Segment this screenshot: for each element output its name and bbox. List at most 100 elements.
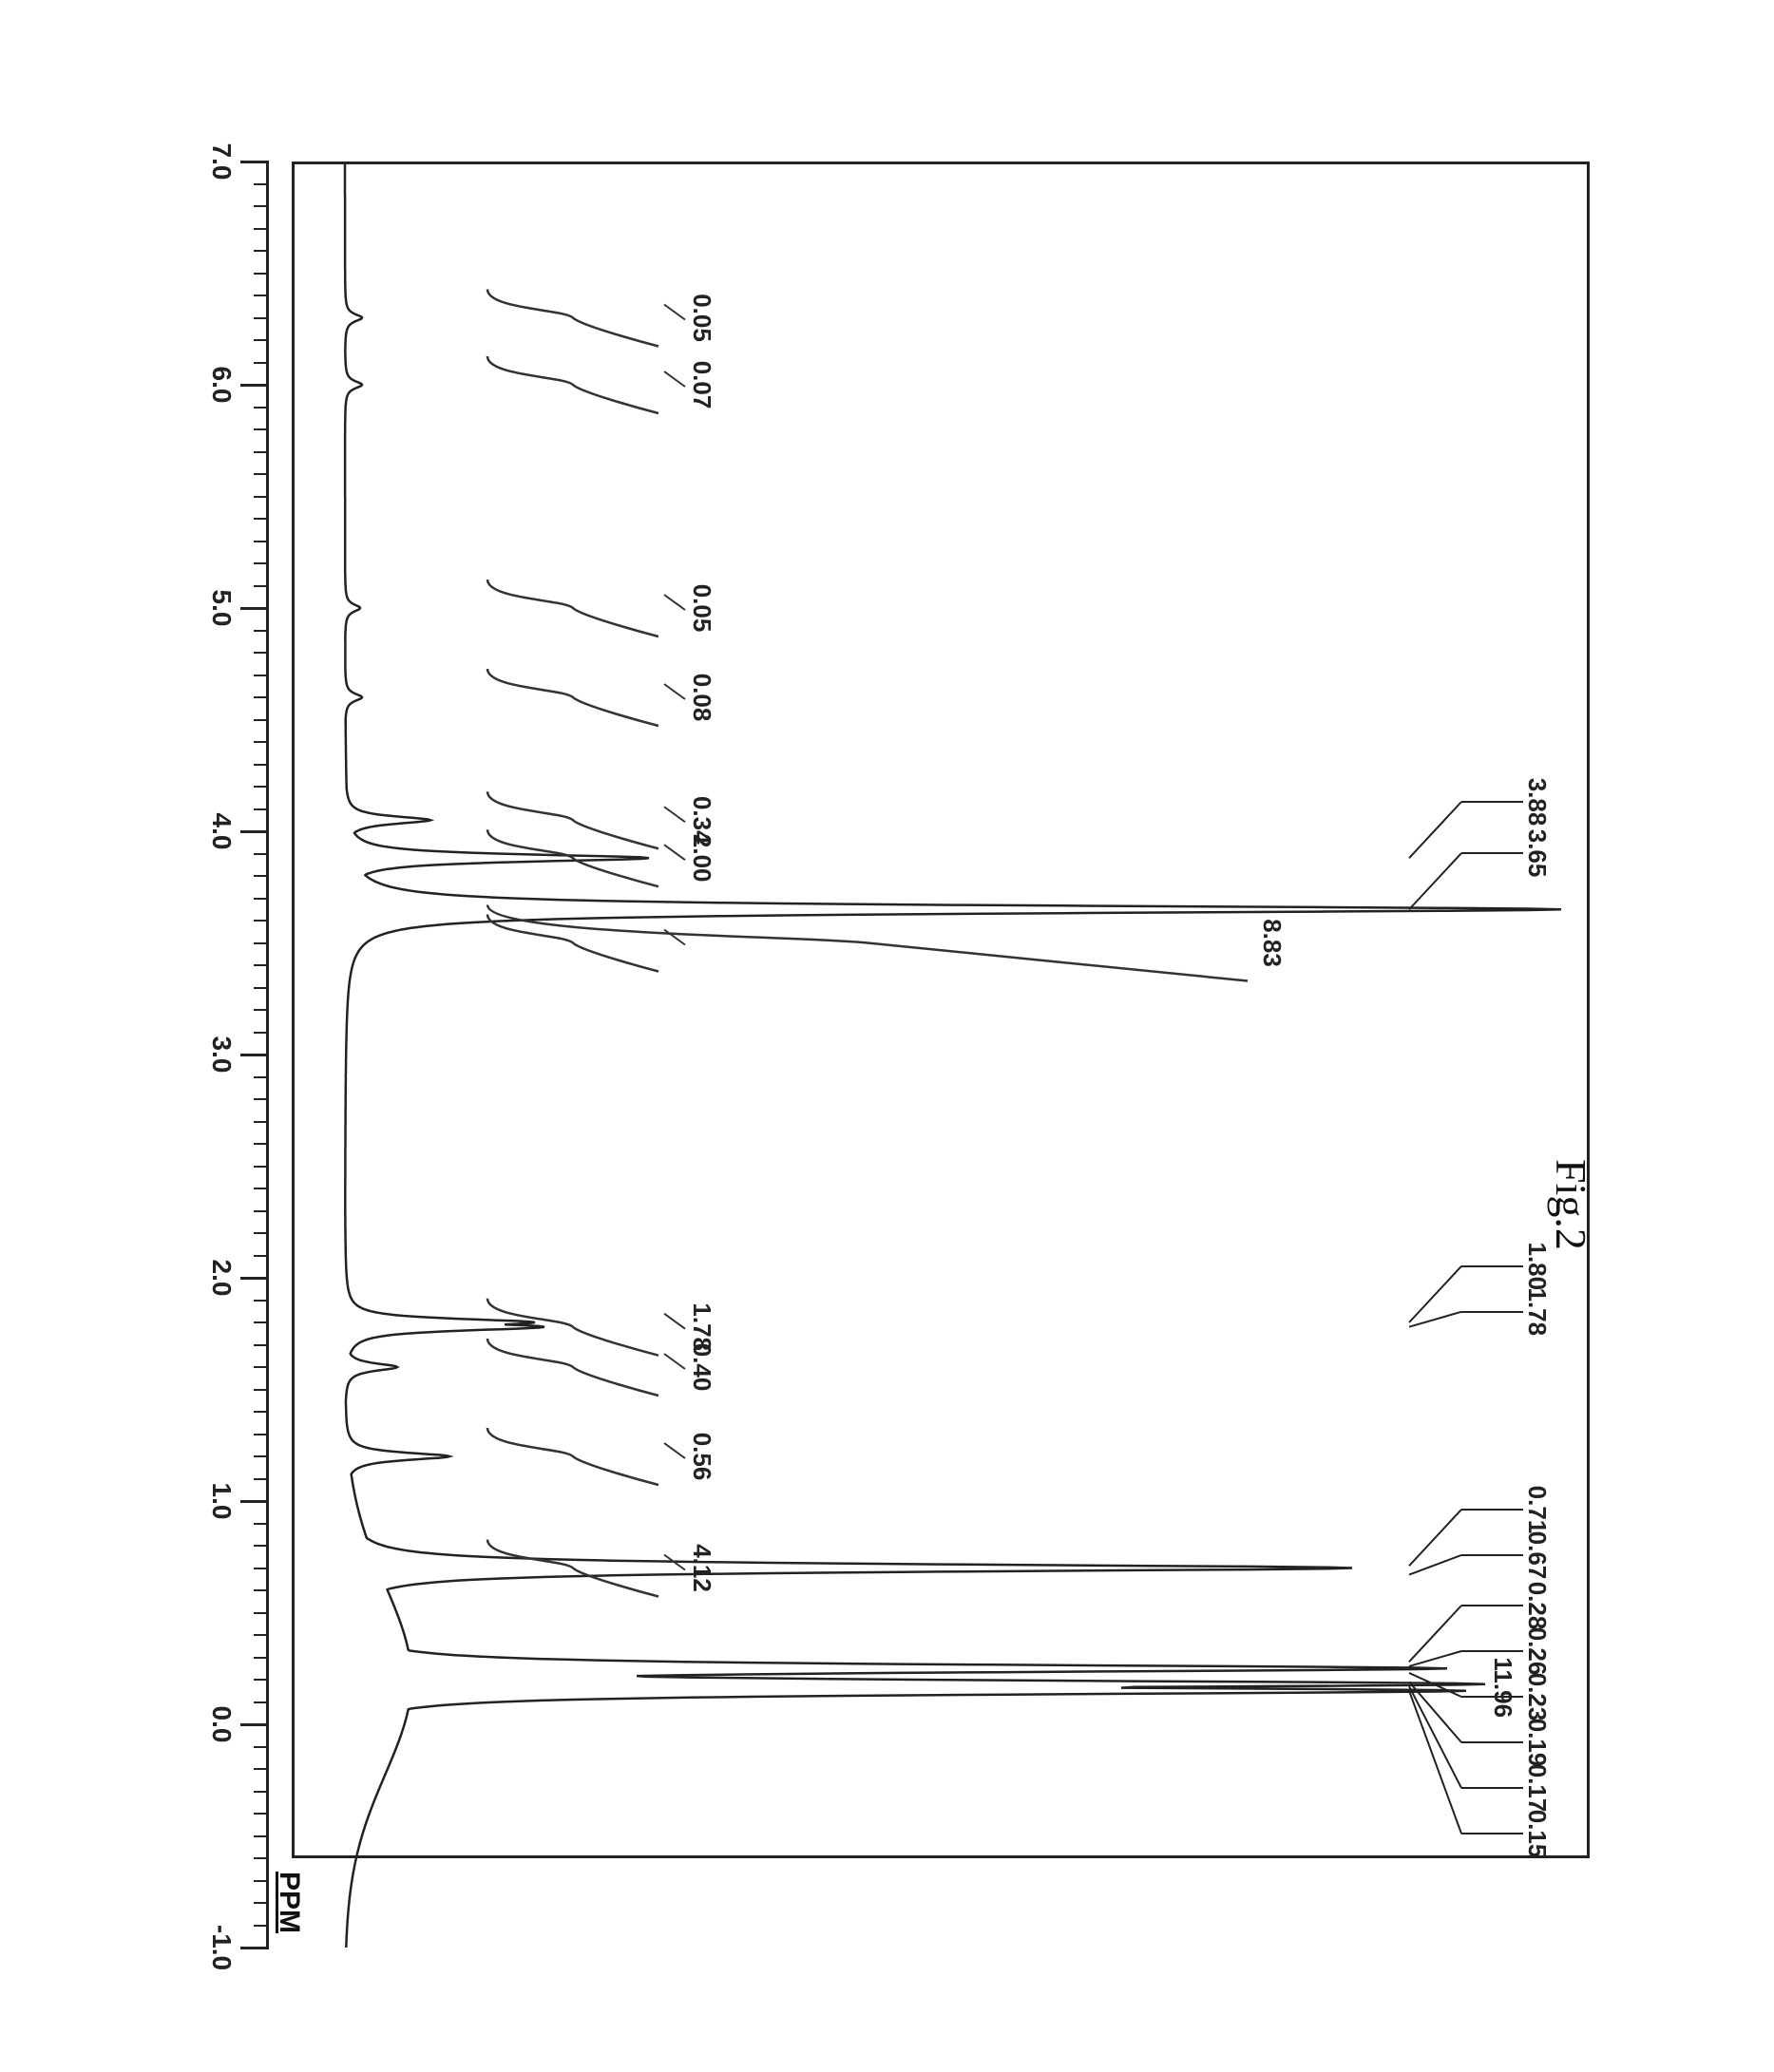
axis-tick-minor [254, 1255, 269, 1257]
integral-label: 0.40 [687, 1343, 716, 1392]
peak-label: 0.17 [1522, 1764, 1552, 1813]
axis-tick-minor [254, 1166, 269, 1168]
axis-tick-minor [254, 652, 269, 654]
axis-tick-minor [254, 1455, 269, 1457]
axis-tick-minor [254, 339, 269, 341]
axis-tick-minor [254, 1366, 269, 1368]
axis-tick-minor [254, 1076, 269, 1078]
peak-label-connector [1409, 1673, 1461, 1697]
peak-label-connector [1409, 1686, 1461, 1788]
axis-tick-minor [254, 1768, 269, 1770]
axis-unit-label: PPM [273, 1872, 305, 1933]
axis-tick-minor [254, 295, 269, 296]
peak-label-stem [1461, 1509, 1523, 1511]
axis-tick-minor [254, 1232, 269, 1234]
axis-tick-major [240, 1277, 269, 1280]
peak-label-stem [1461, 1554, 1523, 1556]
axis-tick-minor [254, 1835, 269, 1837]
axis-tick-minor [254, 407, 269, 409]
peak-label: 1.78 [1522, 1287, 1552, 1336]
figure-caption: Fig.2 [1546, 1159, 1596, 1250]
axis-tick-minor [254, 1657, 269, 1659]
axis-tick-minor [254, 1880, 269, 1882]
axis-tick-major [240, 1723, 269, 1726]
peak-label-stem [1461, 1741, 1523, 1743]
axis-tick-minor [254, 1434, 269, 1435]
axis-tick-minor [254, 1411, 269, 1413]
peak-label-stem [1461, 1787, 1523, 1789]
peak-label-inside-cluster: 11.96 [1488, 1657, 1517, 1718]
integral-label: 0.08 [687, 674, 716, 722]
axis-tick-major [240, 1500, 269, 1503]
axis-tick-minor [254, 1032, 269, 1034]
axis-tick-minor [254, 1679, 269, 1681]
peak-label-stem [1461, 1311, 1523, 1313]
axis-tick-minor [254, 1009, 269, 1011]
axis-tick-minor [254, 1925, 269, 1927]
axis-tick-minor [254, 1612, 269, 1614]
peak-label: 0.67 [1522, 1531, 1552, 1580]
axis-tick-minor [254, 585, 269, 587]
integral-label: 8.83 [1257, 919, 1287, 967]
peak-label: 0.26 [1522, 1627, 1552, 1676]
axis-tick-major [240, 1947, 269, 1949]
axis-tick-minor [254, 853, 269, 855]
axis-tick-minor [254, 1701, 269, 1703]
integral-label: 0.07 [687, 361, 716, 409]
axis-tick-minor [254, 228, 269, 230]
axis-tick-minor [254, 630, 269, 632]
axis-tick-minor [254, 1478, 269, 1480]
axis-tick-minor [254, 1210, 269, 1212]
axis-tick-label: 3.0 [206, 1036, 237, 1074]
axis-tick-minor [254, 741, 269, 743]
axis-tick-minor [254, 1523, 269, 1525]
figure-caption-suffix: .2 [1547, 1217, 1595, 1250]
axis-tick-label: -1.0 [206, 1925, 237, 1970]
axis-tick-minor [254, 898, 269, 900]
axis-tick-minor [254, 786, 269, 788]
integral-label: 2.00 [687, 834, 716, 883]
axis-tick-major [240, 384, 269, 387]
axis-tick-minor [254, 250, 269, 252]
peak-label: 3.65 [1522, 829, 1552, 878]
peak-label-stem [1461, 1833, 1523, 1834]
axis-tick-minor [254, 1589, 269, 1591]
axis-tick-minor [254, 964, 269, 966]
axis-tick-major [240, 1054, 269, 1056]
axis-tick-major [240, 830, 269, 833]
axis-tick-minor [254, 808, 269, 810]
axis-tick-label: 6.0 [206, 367, 237, 404]
axis-tick-label: 0.0 [206, 1706, 237, 1743]
page: 7.06.05.04.03.02.01.00.0-1.0 PPM 3.883.6… [0, 0, 1774, 2072]
peak-label: 0.71 [1522, 1486, 1552, 1534]
axis-tick-minor [254, 942, 269, 944]
peak-label-connectors [126, 86, 1647, 1986]
peak-label-stem [1461, 1605, 1523, 1606]
axis-tick-label: 1.0 [206, 1483, 237, 1520]
axis-tick-minor [254, 428, 269, 430]
axis-tick-major [240, 161, 269, 163]
axis-tick-minor [254, 183, 269, 185]
axis-tick-minor [254, 1121, 269, 1123]
axis-tick-minor [254, 987, 269, 989]
axis-tick-minor [254, 205, 269, 207]
axis-tick-label: 7.0 [206, 143, 237, 181]
peak-label-stem [1461, 1650, 1523, 1652]
axis-tick-label: 5.0 [206, 590, 237, 627]
axis-tick-minor [254, 273, 269, 275]
integral-label: 0.56 [687, 1433, 716, 1481]
axis-tick-minor [254, 518, 269, 520]
axis-tick-minor [254, 1791, 269, 1793]
axis-tick-minor [254, 1634, 269, 1636]
axis-tick-minor [254, 1300, 269, 1302]
axis-tick-minor [254, 541, 269, 542]
integral-label: 0.05 [687, 584, 716, 633]
axis-tick-minor [254, 496, 269, 498]
axis-tick-minor [254, 562, 269, 564]
peak-label-stem [1461, 1265, 1523, 1267]
axis-tick-minor [254, 1902, 269, 1904]
peak-label: 0.15 [1522, 1810, 1552, 1858]
axis-tick-minor [254, 473, 269, 475]
peak-label: 0.19 [1522, 1719, 1552, 1767]
integral-label: 4.12 [687, 1544, 716, 1592]
